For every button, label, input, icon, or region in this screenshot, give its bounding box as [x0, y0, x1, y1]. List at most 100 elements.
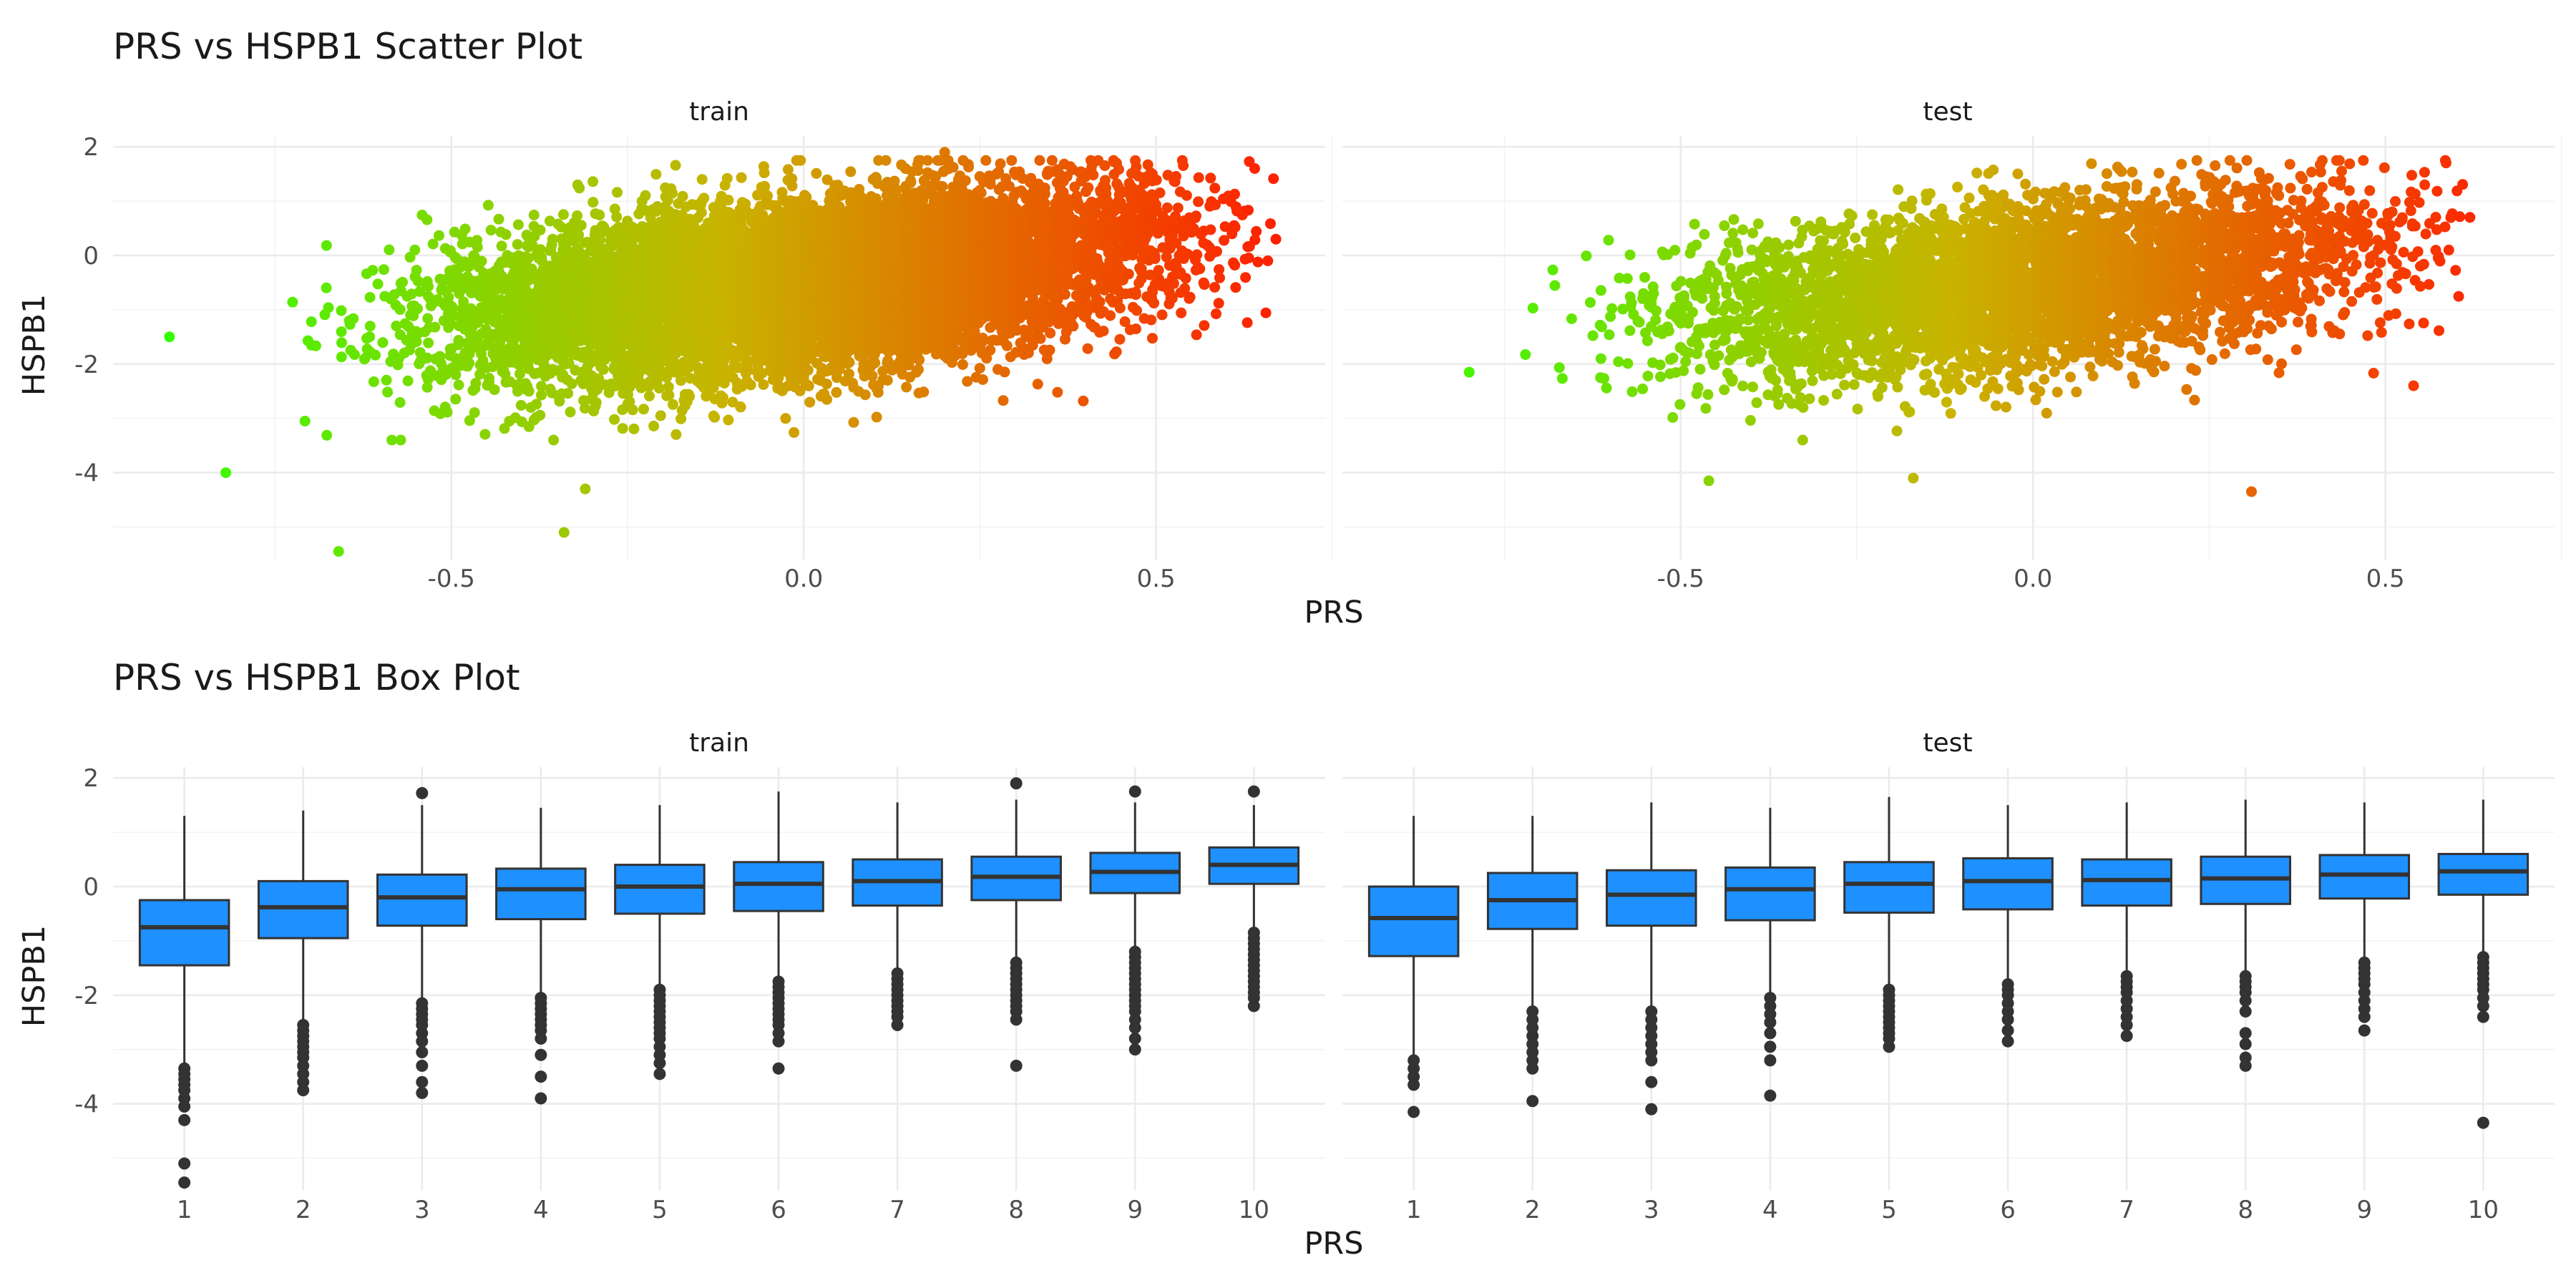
scatter-point: [441, 406, 453, 418]
scatter-point: [411, 336, 422, 347]
scatter-point: [333, 546, 344, 557]
scatter-point: [397, 276, 408, 288]
scatter-point: [644, 391, 655, 401]
scatter-point: [611, 211, 623, 223]
scatter-point: [558, 527, 570, 538]
scatter-point: [758, 379, 769, 390]
scatter-point: [535, 244, 546, 255]
scatter-point: [493, 213, 504, 225]
scatter-point: [336, 326, 347, 338]
scatter-point: [594, 210, 605, 220]
scatter-point: [372, 278, 384, 290]
scatter-point: [381, 374, 392, 386]
scatter-point: [544, 215, 555, 227]
scatter-point: [470, 378, 482, 389]
scatter-point: [531, 399, 542, 410]
scatter-point: [745, 379, 756, 391]
scatter-point: [565, 406, 576, 418]
scatter-point: [412, 275, 424, 287]
scatter-point: [780, 413, 791, 424]
scatter-point: [789, 426, 800, 438]
scatter-point: [675, 375, 686, 386]
scatter-point: [459, 223, 471, 235]
scatter-point: [698, 192, 710, 204]
scatter-point: [523, 386, 535, 397]
scatter-point: [310, 340, 321, 351]
scatter-point: [220, 467, 232, 479]
scatter-point: [386, 434, 398, 446]
scatter-point: [670, 160, 681, 171]
scatter-point: [575, 220, 587, 231]
scatter-point: [422, 374, 434, 385]
scatter-point: [472, 317, 484, 328]
scatter-point: [648, 420, 660, 431]
scatter-point: [512, 219, 524, 230]
scatter-point: [587, 176, 599, 187]
scatter-point: [759, 180, 771, 192]
scatter-point: [299, 416, 311, 426]
scatter-point: [723, 195, 734, 206]
scatter-point: [414, 286, 426, 297]
scatter-point: [496, 240, 507, 252]
scatter-point: [786, 180, 798, 192]
scatter-point: [421, 214, 433, 225]
scatter-point: [653, 383, 665, 394]
scatter-point: [370, 349, 381, 361]
scatter-point: [638, 404, 649, 415]
scatter-point: [721, 172, 733, 184]
scatter-point: [821, 379, 832, 390]
scatter-point: [349, 349, 360, 360]
scatter-point: [811, 167, 822, 179]
scatter-point: [423, 280, 434, 292]
scatter-point: [306, 316, 317, 328]
scatter-point: [821, 394, 833, 405]
scatter-point: [321, 282, 332, 293]
scatter-point: [590, 397, 602, 409]
scatter-point: [364, 331, 376, 343]
scatter-point: [515, 399, 527, 411]
scatter-point: [663, 389, 675, 401]
scatter-point: [421, 352, 433, 364]
scatter-point: [453, 335, 464, 346]
scatter-point: [409, 244, 421, 255]
scatter-point: [321, 240, 332, 251]
scatter-point: [412, 303, 423, 314]
scatter-point: [429, 321, 441, 333]
scatter-point: [572, 210, 583, 221]
scatter-point: [422, 313, 434, 324]
scatter-point: [406, 288, 417, 300]
scatter-point: [512, 239, 523, 250]
scatter-point: [450, 369, 462, 381]
scatter-point: [535, 225, 546, 235]
scatter-point: [287, 296, 298, 308]
scatter-point: [336, 351, 347, 363]
scatter-point: [709, 411, 721, 423]
scatter-point: [378, 264, 389, 275]
scatter-point: [624, 396, 635, 407]
scatter-point: [609, 414, 620, 425]
scatter-point: [368, 376, 379, 387]
scatter-point: [523, 253, 534, 264]
scatter-point: [718, 392, 728, 404]
scatter-point: [628, 423, 640, 434]
scatter-point: [580, 403, 590, 414]
scatter-point: [367, 265, 379, 276]
scatter-point: [514, 369, 525, 380]
scatter-point: [336, 305, 347, 316]
scatter-point: [684, 391, 696, 402]
scatter-point: [464, 358, 475, 369]
scatter-point: [574, 182, 585, 194]
scatter-point: [782, 164, 794, 175]
scatter-point: [402, 375, 414, 386]
scatter-point: [566, 378, 577, 389]
scatter-point: [364, 321, 376, 332]
scatter-point: [535, 409, 546, 421]
scatter-point: [528, 210, 540, 220]
scatter-point: [536, 389, 547, 401]
scatter-point: [795, 155, 806, 166]
scatter-panel-train: -4-202-0.5 0.0 0.5: [74, 133, 1333, 593]
scatter-point: [323, 302, 334, 313]
scatter-point: [655, 410, 666, 421]
scatter-point: [394, 397, 406, 408]
scatter-point: [555, 221, 567, 233]
